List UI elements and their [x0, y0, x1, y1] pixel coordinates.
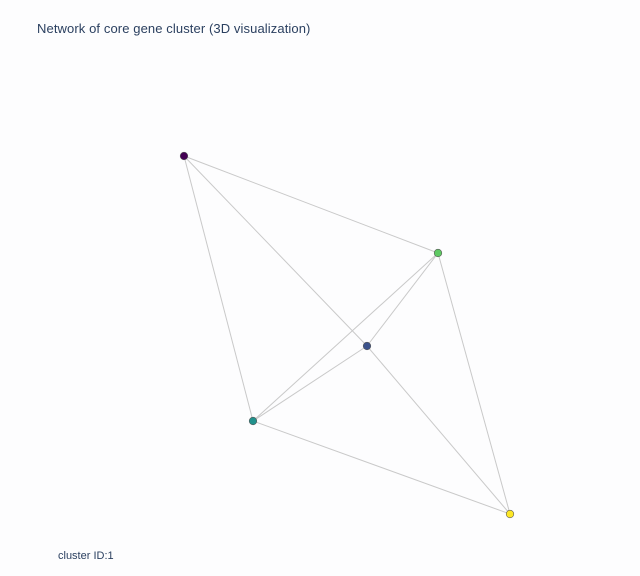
cluster-id-value: 1 [107, 550, 114, 562]
node-layer [179, 151, 515, 519]
edge-n4-n2 [366, 252, 439, 347]
node-n2[interactable] [362, 341, 372, 351]
edge-n1-n2 [183, 155, 368, 347]
node-n5[interactable] [505, 509, 515, 519]
edge-n2-n5 [366, 345, 511, 515]
edge-layer [183, 155, 511, 515]
figure-title: Network of core gene cluster (3D visuali… [37, 21, 311, 36]
cluster-id-label: cluster ID:1 [58, 550, 114, 562]
node-n1[interactable] [179, 151, 189, 161]
edge-n1-n3 [183, 155, 254, 422]
cluster-id-prefix: cluster ID: [58, 550, 108, 562]
edge-n1-n4 [183, 155, 439, 254]
edge-n3-n5 [252, 420, 511, 515]
edge-n4-n3 [252, 252, 439, 422]
node-n3[interactable] [248, 416, 258, 426]
edge-n4-n5 [437, 252, 511, 515]
edge-n3-n2 [252, 345, 368, 422]
node-n4[interactable] [433, 248, 443, 258]
